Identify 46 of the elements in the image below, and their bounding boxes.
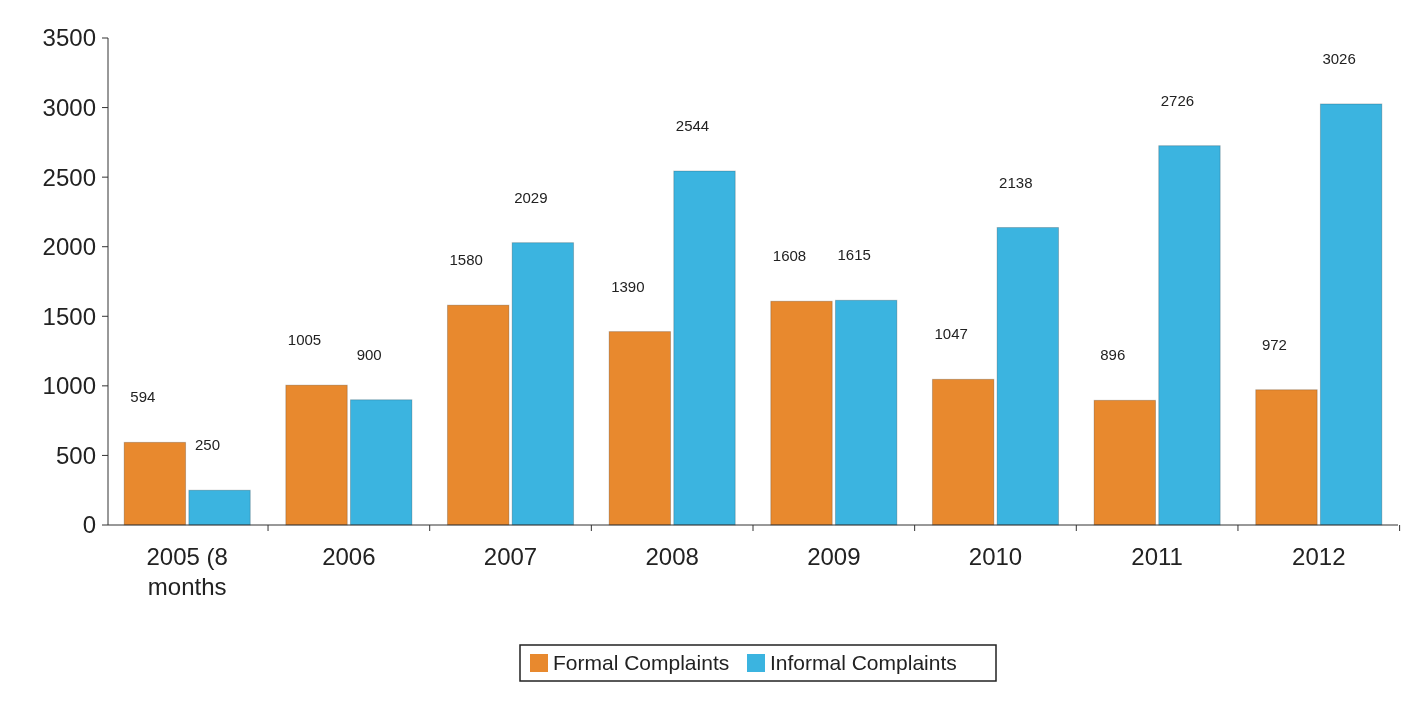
bar	[123, 441, 187, 526]
data-label: 2544	[675, 117, 710, 135]
bar	[1319, 103, 1383, 526]
data-label: 2029	[514, 188, 548, 206]
x-tick-label: 2008	[645, 543, 699, 570]
bar	[834, 299, 898, 526]
x-tick-label: 2005 (8 months	[146, 543, 228, 600]
x-tick-label: 2007	[483, 543, 538, 570]
data-label: 900	[356, 345, 382, 363]
bar	[1093, 399, 1157, 526]
data-label: 250	[195, 436, 221, 454]
y-tick-label: 3500	[42, 24, 96, 52]
data-label: 1615	[837, 246, 871, 264]
x-tick-label: 2009	[807, 543, 861, 570]
y-tick-label: 3000	[42, 93, 96, 121]
legend-label: Informal Complaints	[770, 651, 957, 675]
bar	[285, 384, 348, 526]
data-label: 2726	[1160, 91, 1195, 109]
x-tick-label: 2006	[322, 543, 376, 570]
y-tick-label: 1000	[42, 372, 96, 400]
bar	[1158, 145, 1221, 526]
data-label: 896	[1100, 346, 1126, 364]
x-tick-label: 2012	[1292, 543, 1346, 570]
data-label: 1608	[772, 247, 807, 265]
bar	[1255, 389, 1318, 526]
x-tick-label: 2011	[1131, 543, 1183, 570]
bar	[349, 399, 413, 526]
data-label: 3026	[1322, 49, 1356, 67]
bar	[770, 300, 833, 526]
legend-label: Formal Complaints	[553, 651, 730, 675]
bar	[673, 170, 736, 526]
data-label: 972	[1261, 335, 1287, 353]
y-tick-label: 2500	[42, 163, 96, 191]
y-tick-label: 1500	[42, 302, 96, 330]
x-tick-label: 2010	[968, 543, 1023, 570]
data-label: 1047	[934, 325, 968, 343]
data-label: 1005	[287, 331, 322, 349]
bar	[188, 489, 251, 526]
y-tick-label: 2000	[42, 233, 96, 261]
data-label: 594	[130, 388, 156, 406]
bar	[608, 331, 672, 526]
y-tick-label: 500	[55, 441, 96, 469]
data-label: 1580	[449, 251, 483, 269]
data-label: 1390	[611, 277, 645, 295]
y-tick-label: 0	[82, 511, 96, 539]
data-label: 2138	[999, 173, 1033, 191]
